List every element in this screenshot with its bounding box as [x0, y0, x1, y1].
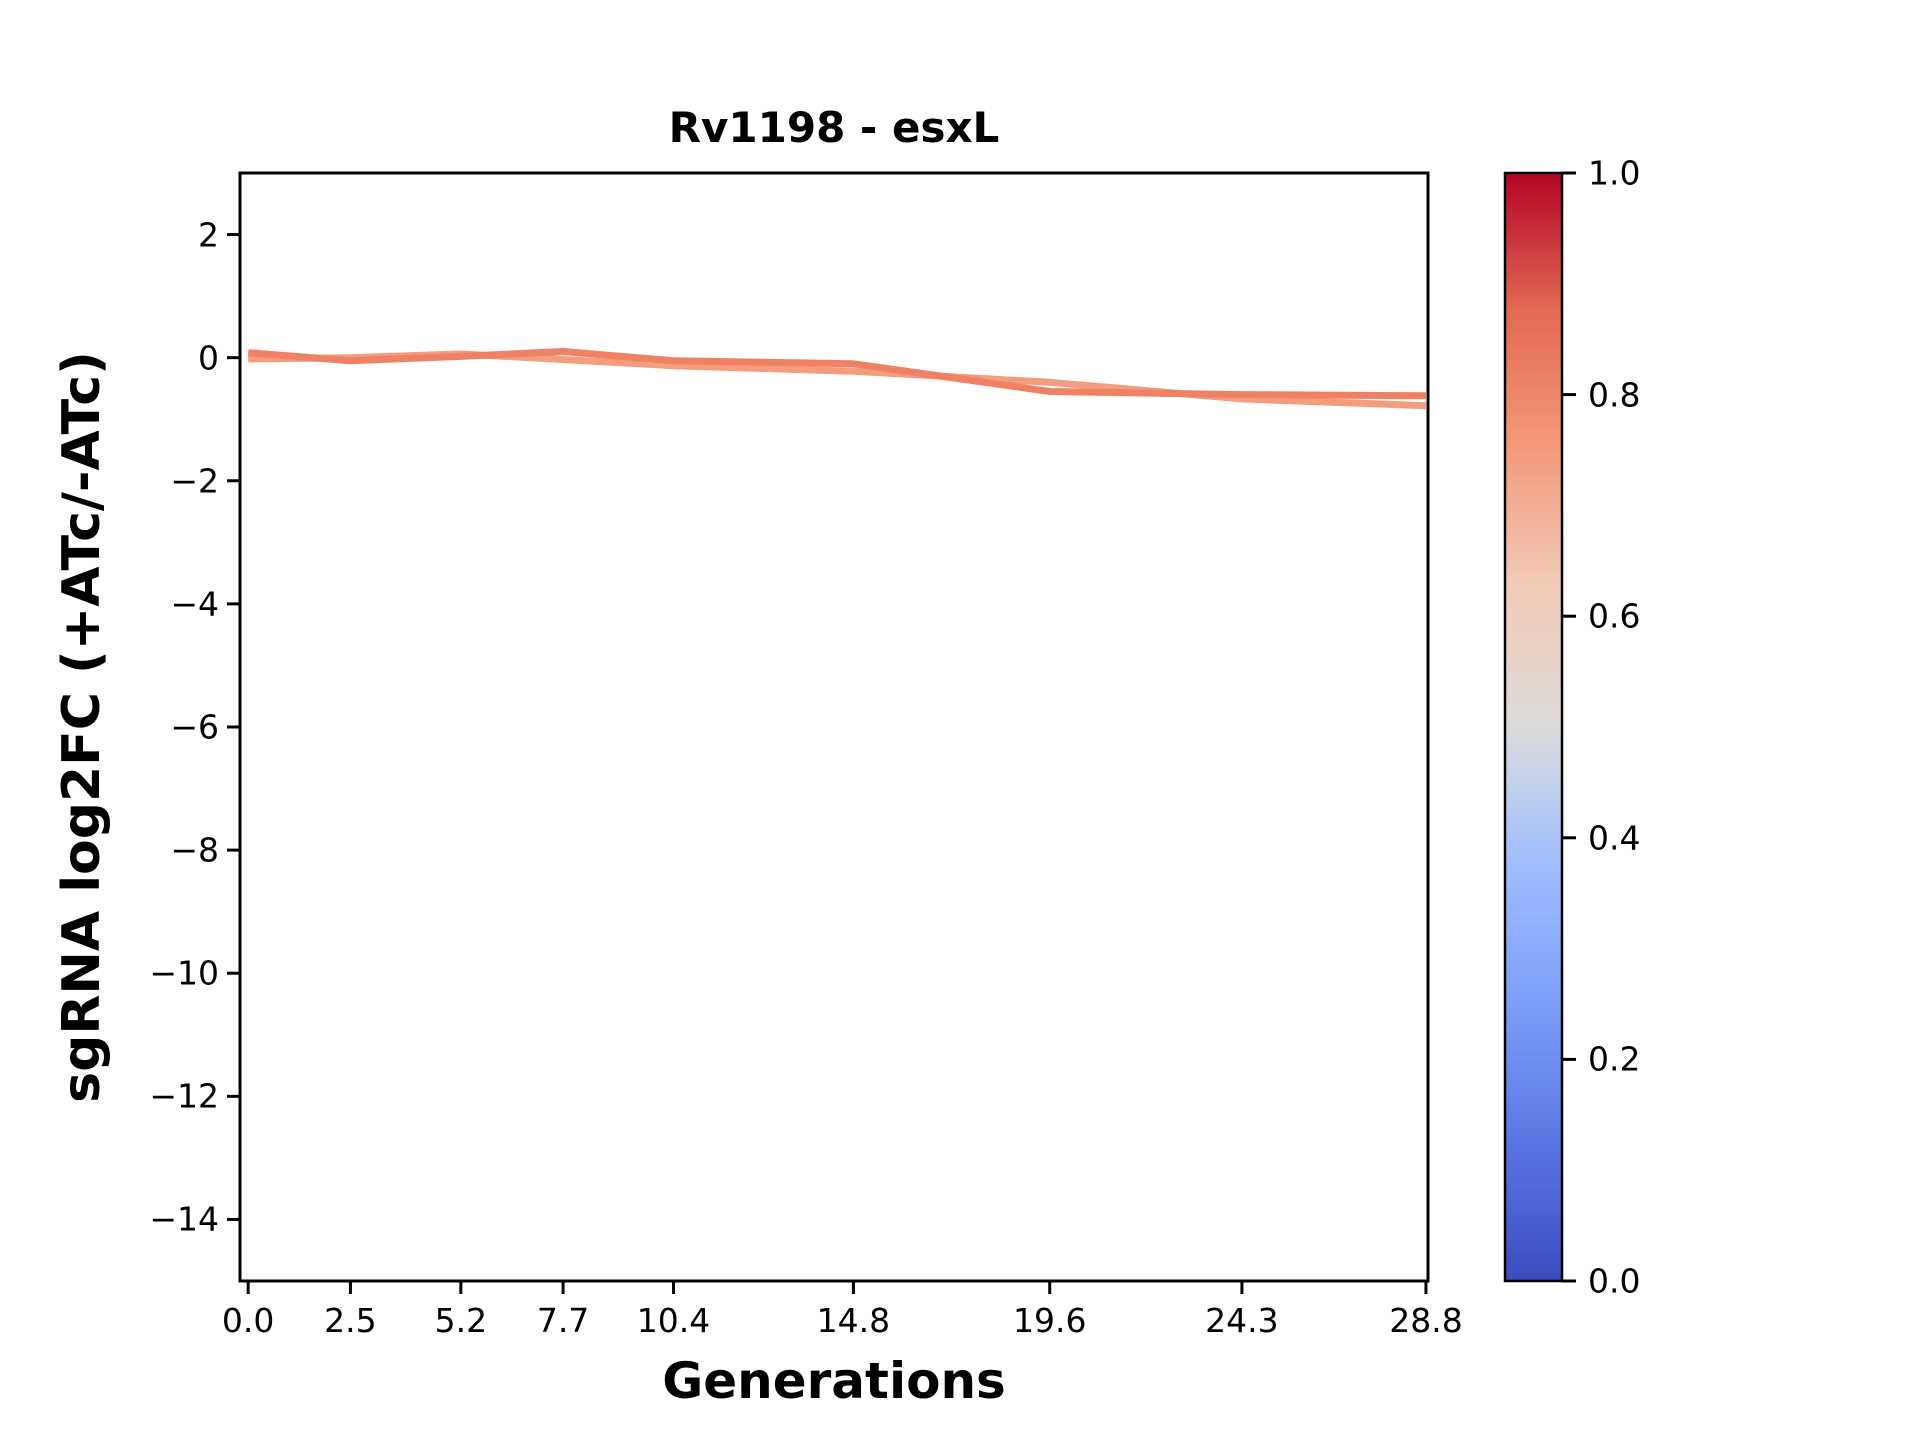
- colorbar-tick-label: 0.2: [1588, 1039, 1641, 1079]
- y-tick-label: 0: [198, 338, 219, 378]
- x-tick-label: 7.7: [536, 1301, 590, 1340]
- x-tick-label: 14.8: [816, 1301, 891, 1340]
- y-tick-label: −10: [149, 953, 219, 993]
- x-tick-label: 10.4: [636, 1301, 711, 1340]
- y-tick-label: −4: [170, 584, 219, 624]
- colorbar-tick-label: 1.0: [1588, 153, 1641, 193]
- colorbar-tick-label: 0.6: [1588, 596, 1641, 636]
- x-tick-label: 28.8: [1389, 1301, 1463, 1340]
- y-tick-label: −8: [170, 830, 219, 870]
- y-tick-label: −14: [149, 1199, 219, 1239]
- colorbar-gradient: [1505, 173, 1562, 1281]
- chart-title: Rv1198 - esxL: [668, 103, 1000, 152]
- plot-border: [238, 171, 1430, 1283]
- colorbar-tick-label: 0.0: [1588, 1261, 1641, 1301]
- series-line-sgRNA-1: [247, 348, 1427, 400]
- x-tick-label: 24.3: [1205, 1301, 1279, 1340]
- x-tick-label: 0.0: [221, 1301, 275, 1340]
- x-axis-label: Generations: [662, 1352, 1006, 1410]
- colorbar-tick-label: 0.4: [1588, 818, 1641, 858]
- x-tick-label: 2.5: [324, 1301, 377, 1340]
- colorbar-border: [1503, 171, 1564, 1283]
- x-tick-label: 19.6: [1012, 1301, 1087, 1340]
- y-tick-label: −12: [149, 1076, 219, 1116]
- x-tick-label: 5.2: [434, 1301, 488, 1340]
- y-tick-label: −6: [170, 707, 219, 747]
- y-tick-label: −2: [170, 461, 219, 501]
- colorbar-tick-label: 0.8: [1588, 375, 1641, 415]
- y-tick-label: 2: [198, 215, 219, 255]
